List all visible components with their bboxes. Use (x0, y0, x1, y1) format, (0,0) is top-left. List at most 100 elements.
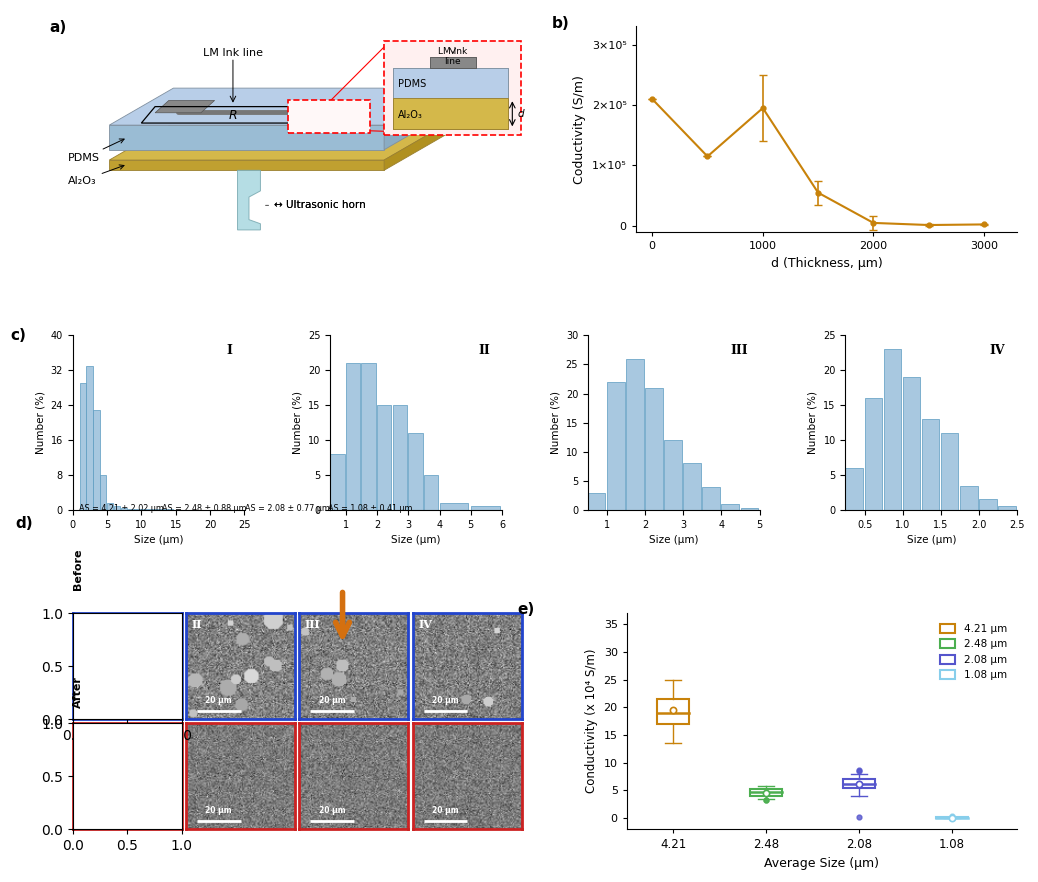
Bar (393, 68, 508, 99)
Text: d): d) (16, 516, 33, 531)
Text: 20 μm: 20 μm (206, 696, 233, 706)
Text: ↔ Ultrasonic horn: ↔ Ultrasonic horn (274, 200, 366, 210)
Bar (128, 509, 134, 510)
Bar (346, 363, 360, 510)
Polygon shape (109, 125, 384, 150)
Text: 20 μm: 20 μm (319, 696, 346, 706)
Text: Al₂O₃: Al₂O₃ (69, 165, 124, 185)
Polygon shape (288, 101, 371, 133)
Text: 20 μm: 20 μm (432, 806, 459, 815)
Bar (664, 440, 682, 510)
Polygon shape (155, 101, 215, 113)
Bar (607, 382, 625, 510)
Bar (393, 99, 508, 130)
Bar (392, 405, 407, 510)
Bar (120, 508, 127, 510)
Text: II: II (191, 618, 202, 630)
Bar (903, 377, 921, 510)
X-axis label: d (Thickness, μm): d (Thickness, μm) (770, 257, 882, 270)
Bar (430, 57, 475, 68)
Text: After: After (73, 676, 83, 708)
Bar (100, 475, 107, 510)
Bar (646, 388, 662, 510)
Bar (940, 433, 958, 510)
Bar (439, 503, 468, 510)
Polygon shape (109, 160, 384, 170)
Polygon shape (238, 170, 261, 230)
Bar (430, 57, 475, 68)
Bar (86, 366, 92, 510)
Bar (865, 398, 882, 510)
Text: AS = 1.08 ± 0.41 μm: AS = 1.08 ± 0.41 μm (328, 505, 413, 513)
Bar (846, 468, 863, 510)
Bar (377, 405, 391, 510)
Bar (424, 475, 438, 510)
Text: 20 μm: 20 μm (432, 696, 459, 706)
Y-axis label: Number (%): Number (%) (550, 391, 561, 454)
Text: LM Ink
line: LM Ink line (438, 47, 467, 66)
Text: a): a) (50, 20, 67, 35)
Y-axis label: Coductivity (S/m): Coductivity (S/m) (573, 75, 586, 183)
Polygon shape (384, 88, 448, 150)
Bar (979, 499, 996, 510)
Bar (588, 492, 605, 510)
Polygon shape (109, 123, 448, 160)
Text: ↔ Ultrasonic horn: ↔ Ultrasonic horn (266, 200, 366, 210)
Text: I: I (78, 618, 83, 630)
Text: PDMS: PDMS (398, 79, 426, 89)
Text: LM Ink line: LM Ink line (203, 49, 263, 58)
Y-axis label: Number (%): Number (%) (35, 391, 45, 454)
X-axis label: Size (μm): Size (μm) (906, 535, 956, 545)
Text: IV: IV (418, 618, 432, 630)
Text: AS = 2.48 ± 0.88 μm: AS = 2.48 ± 0.88 μm (162, 505, 247, 513)
Bar (721, 505, 739, 510)
Bar (703, 487, 720, 510)
Bar (922, 419, 939, 510)
Text: AS = 2.08 ± 0.77 μm: AS = 2.08 ± 0.77 μm (245, 505, 330, 513)
Text: II: II (479, 344, 490, 357)
Text: c): c) (10, 328, 26, 343)
Bar (749, 789, 783, 796)
Bar (999, 506, 1016, 510)
Text: Before: Before (73, 548, 83, 590)
Polygon shape (384, 123, 448, 170)
Text: 20 μm: 20 μm (319, 806, 346, 815)
Text: IV: IV (989, 344, 1005, 357)
Text: III: III (305, 618, 321, 630)
X-axis label: Size (μm): Size (μm) (134, 535, 184, 545)
X-axis label: Size (μm): Size (μm) (391, 535, 441, 545)
Text: III: III (730, 344, 747, 357)
Text: d: d (518, 108, 524, 119)
Bar (114, 505, 120, 510)
Legend: 4.21 μm, 2.48 μm, 2.08 μm, 1.08 μm: 4.21 μm, 2.48 μm, 2.08 μm, 1.08 μm (934, 618, 1012, 685)
Bar (393, 68, 508, 99)
Bar (626, 359, 644, 510)
Y-axis label: Number (%): Number (%) (293, 391, 302, 454)
X-axis label: Average Size (μm): Average Size (μm) (764, 856, 879, 870)
Bar (408, 433, 422, 510)
Bar (93, 409, 100, 510)
Bar (883, 349, 901, 510)
Bar (107, 504, 113, 510)
Text: 20 μm: 20 μm (92, 806, 118, 815)
Text: I: I (226, 344, 233, 357)
Text: Al₂O₃: Al₂O₃ (398, 110, 422, 120)
Text: e): e) (517, 602, 535, 617)
Bar (471, 506, 499, 510)
Text: b): b) (551, 16, 570, 31)
Text: R: R (228, 109, 238, 123)
Text: AS = 4.21 ± 2.02 μm: AS = 4.21 ± 2.02 μm (79, 505, 164, 513)
Bar (960, 485, 978, 510)
X-axis label: Size (μm): Size (μm) (649, 535, 699, 545)
Bar (740, 508, 758, 510)
Bar (657, 699, 689, 724)
Polygon shape (288, 101, 348, 113)
Bar (393, 99, 508, 130)
Bar (683, 463, 701, 510)
Text: 20 μm: 20 μm (206, 806, 233, 815)
Y-axis label: Conductivity (x 10⁴ S/m): Conductivity (x 10⁴ S/m) (585, 649, 598, 794)
Polygon shape (109, 88, 448, 125)
Bar (843, 780, 875, 788)
Bar (330, 454, 345, 510)
Y-axis label: Number (%): Number (%) (808, 391, 818, 454)
